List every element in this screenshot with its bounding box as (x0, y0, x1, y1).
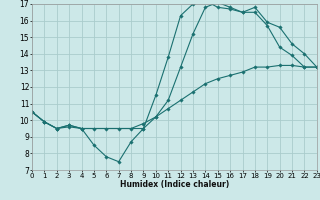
X-axis label: Humidex (Indice chaleur): Humidex (Indice chaleur) (120, 180, 229, 189)
